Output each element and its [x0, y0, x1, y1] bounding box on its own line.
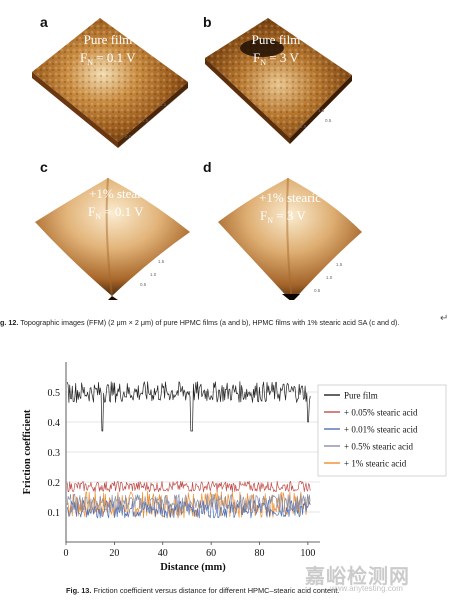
afm-axis-ticks: 1.01.50.5 1.51.00.5 1.51.00.5 1.51.00.5	[125, 102, 343, 293]
panel-b-title: Pure film	[252, 32, 301, 47]
svg-text:1.0: 1.0	[326, 275, 333, 280]
y-tick-label: 0.3	[48, 448, 61, 459]
afm-panels: 1.01.50.5 1.51.00.5 1.51.00.5 1.51.00.5 …	[32, 18, 362, 300]
x-tick-label: 40	[158, 548, 168, 559]
series-line-sa05	[66, 493, 311, 513]
legend-label: + 1% stearic acid	[344, 459, 407, 469]
figure12-caption: g. 12. Topographic images (FFM) (2 μm × …	[0, 318, 399, 327]
panel-a-force: FN = 0.1 V	[80, 50, 136, 67]
x-tick-label: 80	[255, 548, 265, 559]
chart-axes: 0.1 0.2 0.3 0.4 0.5 0 20 40 60 80 100 Distance (mm)…	[22, 362, 320, 573]
legend-label: + 0.5% stearic acid	[344, 442, 414, 452]
panel-a-title: Pure film	[84, 32, 133, 47]
watermark-url: www.anytesting.com	[330, 584, 403, 593]
panel-c-title: +1% stearic	[89, 186, 151, 201]
figure12-caption-text: Topographic images (FFM) (2 μm × 2 μm) o…	[20, 318, 400, 327]
chart-series	[66, 381, 311, 519]
legend-box	[317, 384, 447, 477]
x-tick-label: 100	[300, 548, 315, 559]
y-tick-label: 0.1	[48, 508, 61, 519]
svg-text:1.0: 1.0	[300, 124, 307, 129]
chart-legend: Pure film + 0.05% stearic acid + 0.01% ste…	[317, 384, 447, 477]
svg-text:0.5: 0.5	[314, 288, 321, 293]
figure12-caption-prefix: g. 12.	[0, 318, 19, 327]
series-line-pure	[66, 381, 311, 432]
y-tick-label: 0.5	[48, 388, 61, 399]
panel-d-force: FN = 3 V	[260, 208, 306, 225]
series-line-sa001	[66, 499, 311, 519]
svg-text:0.5: 0.5	[140, 282, 147, 287]
svg-text:1.5: 1.5	[336, 262, 343, 267]
svg-text:1.0: 1.0	[142, 118, 149, 123]
svg-text:1.5: 1.5	[160, 102, 167, 107]
figure13-caption-text: Friction coefficient versus distance for…	[93, 586, 340, 595]
series-line-sa005	[66, 480, 311, 493]
svg-text:0.5: 0.5	[325, 118, 332, 123]
afm-surface-b	[205, 18, 352, 144]
panel-label-b: b	[203, 14, 212, 30]
return-mark: ↵	[440, 313, 449, 324]
x-tick-label: 60	[206, 548, 216, 559]
watermark-logo: 嘉峪检测网	[305, 564, 410, 588]
svg-text:1.5: 1.5	[158, 259, 165, 264]
y-tick-label: 0.2	[48, 478, 61, 489]
legend-label: + 0.01% stearic acid	[344, 425, 418, 435]
figure13-caption: Fig. 13. Friction coefficient versus dis…	[66, 586, 339, 595]
panel-c-force: FN = 0.1 V	[88, 204, 144, 221]
panel-d-title: +1% stearic	[259, 190, 321, 205]
y-tick-label: 0.4	[48, 418, 61, 429]
friction-chart: 0.1 0.2 0.3 0.4 0.5 0 20 40 60 80 100 Distance (mm)…	[22, 362, 447, 573]
afm-surface-d	[218, 177, 362, 300]
y-axis-label: Friction coefficient	[22, 409, 33, 494]
legend-label: Pure film	[344, 391, 378, 401]
x-tick-label: 20	[109, 548, 119, 559]
svg-text:1.5: 1.5	[318, 108, 325, 113]
panel-label-d: d	[203, 159, 212, 175]
panel-b-force: FN = 3 V	[253, 50, 299, 67]
panel-label-a: a	[40, 14, 48, 30]
svg-text:0.5: 0.5	[125, 134, 132, 139]
x-tick-label: 0	[64, 548, 69, 559]
figure13-caption-prefix: Fig. 13.	[66, 586, 92, 595]
panel-label-c: c	[40, 159, 48, 175]
legend-label: + 0.05% stearic acid	[344, 408, 418, 418]
x-axis-label: Distance (mm)	[160, 562, 226, 573]
afm-surface-a	[32, 18, 189, 149]
afm-surface-c	[35, 177, 190, 300]
svg-text:1.0: 1.0	[150, 272, 157, 277]
series-line-sa1	[66, 490, 311, 519]
